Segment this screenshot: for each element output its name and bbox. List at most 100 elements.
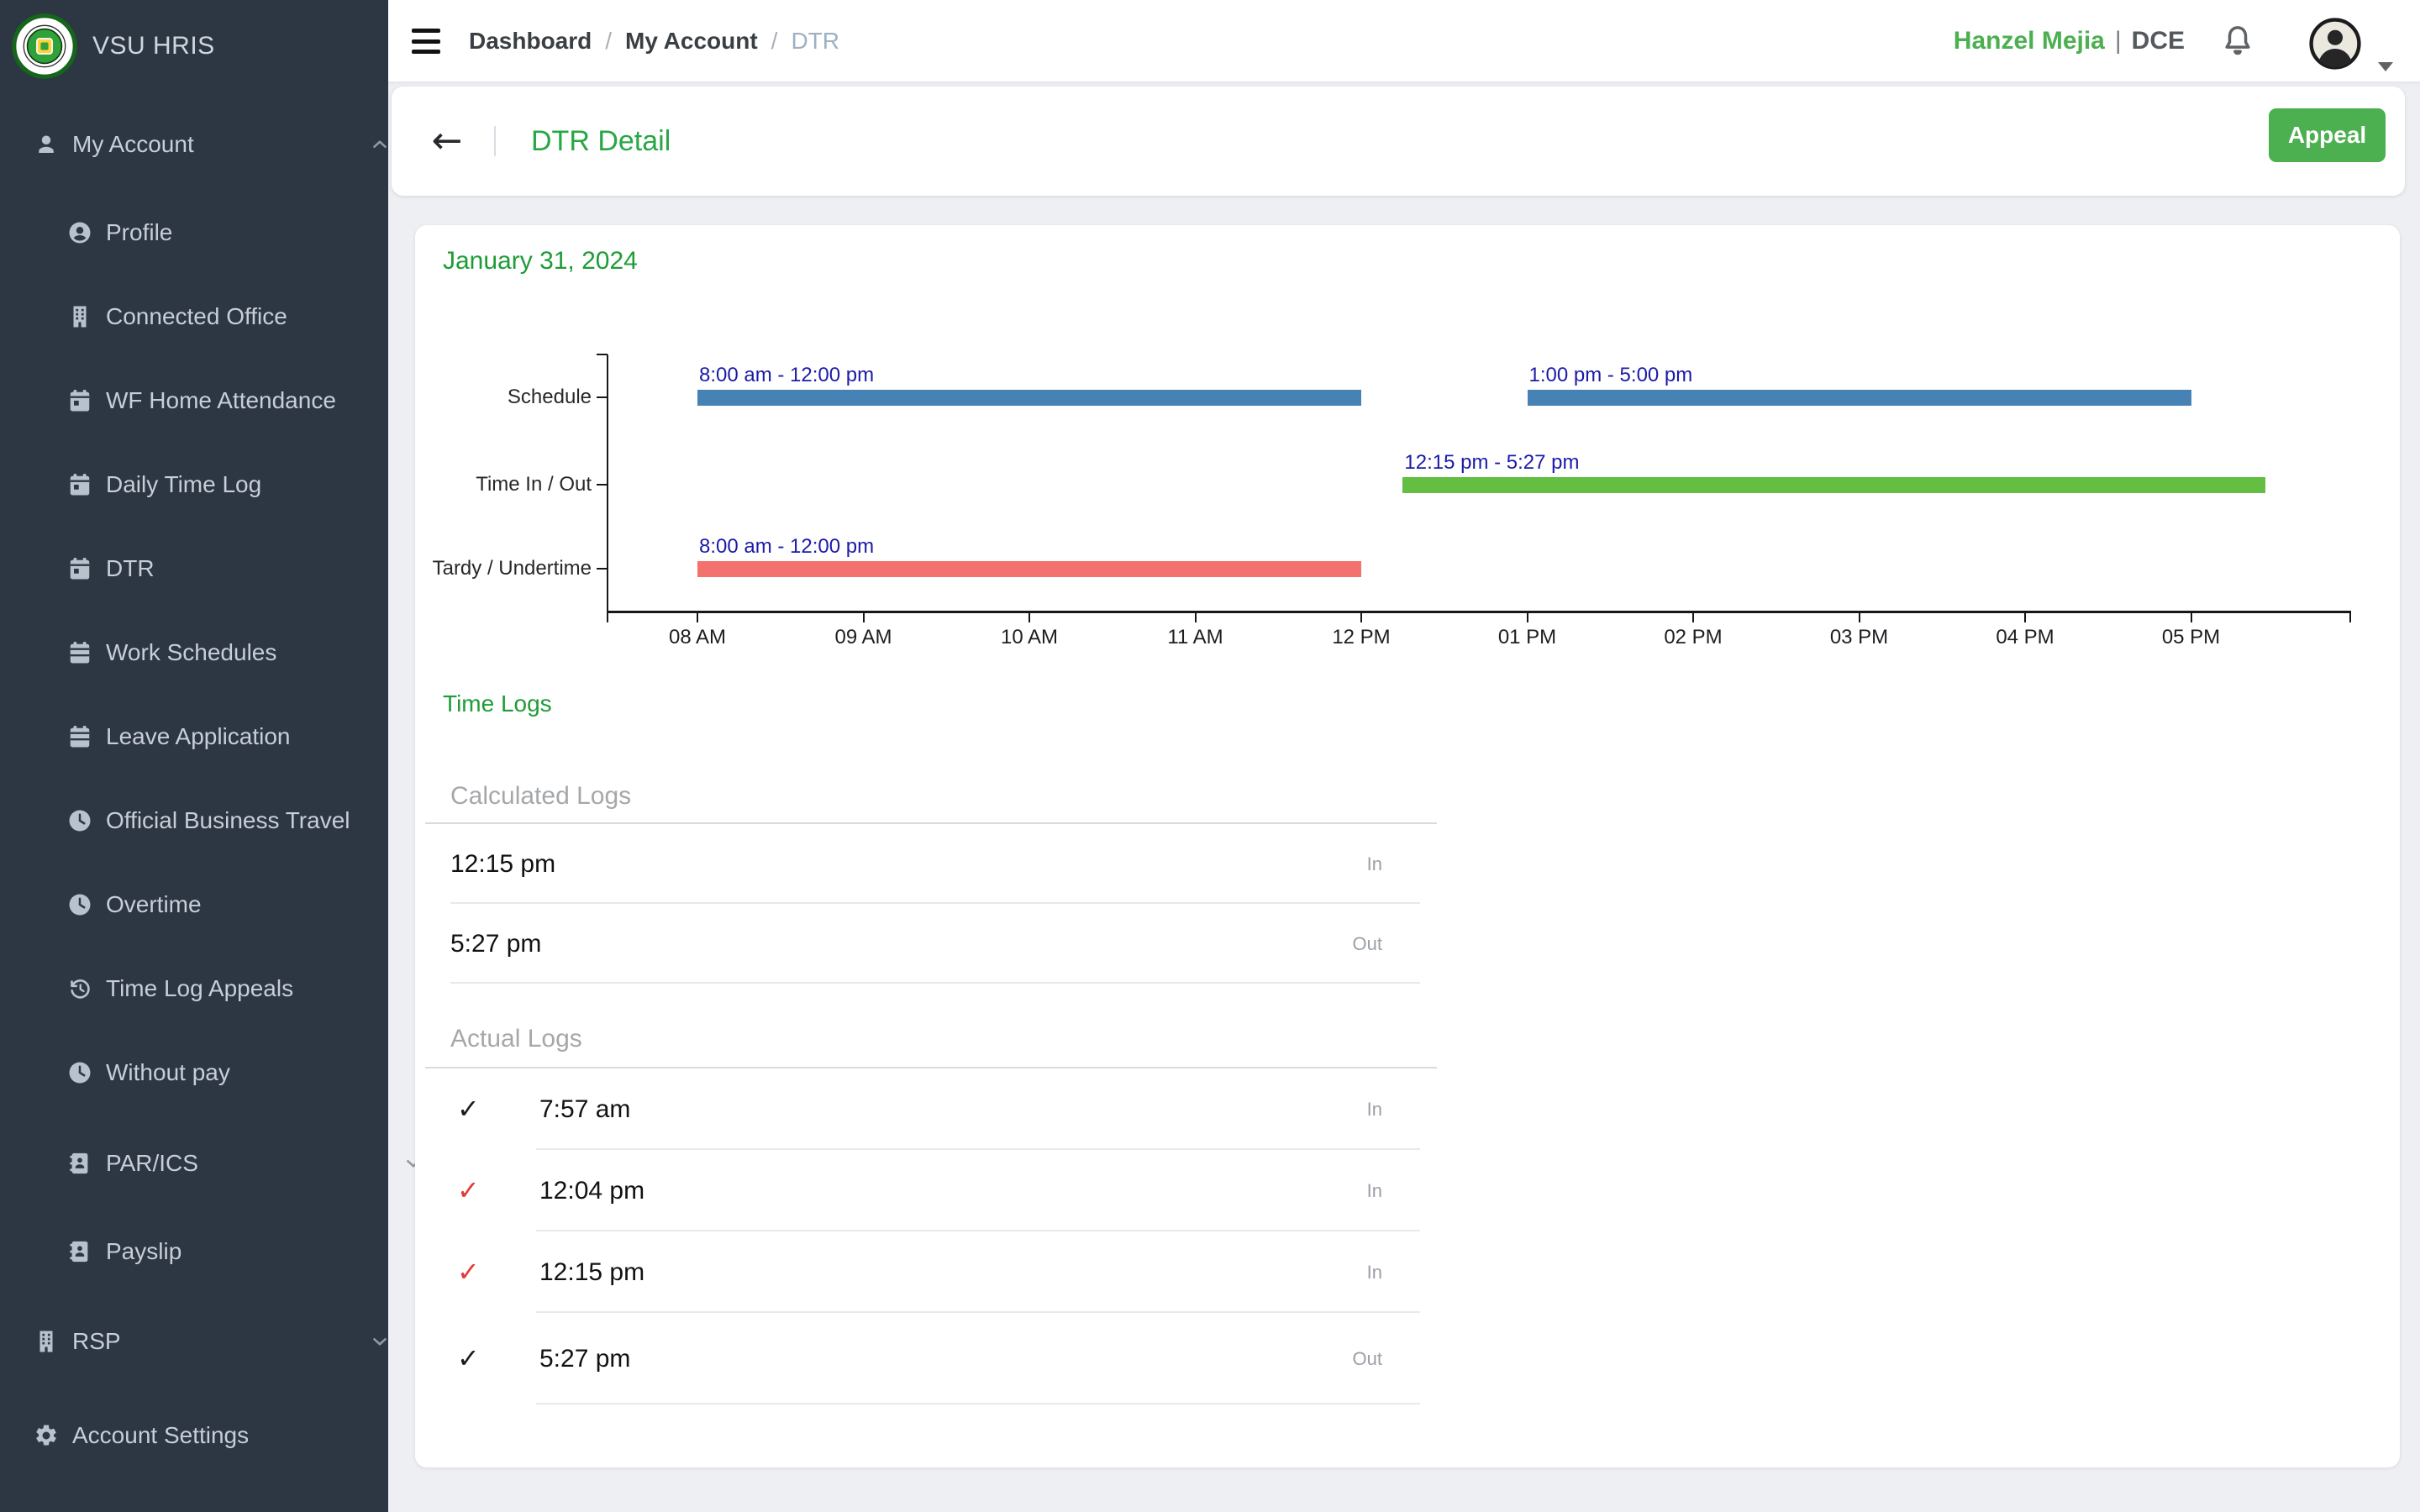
avatar[interactable] — [2309, 18, 2361, 70]
sidebar-item-account-settings[interactable]: Account Settings — [0, 1394, 422, 1478]
sidebar-item-my-account[interactable]: My Account — [0, 102, 422, 186]
chevron-down-icon[interactable] — [2378, 62, 2393, 71]
sidebar-item-time-log-appeals[interactable]: Time Log Appeals — [0, 947, 455, 1031]
breadcrumb: Dashboard / My Account / DTR — [469, 0, 839, 81]
x-tick-label-02-pm: 02 PM — [1664, 626, 1723, 648]
sidebar-item-label: Leave Application — [106, 723, 291, 749]
sidebar-item-leave-application[interactable]: Leave Application — [0, 695, 455, 779]
sidebar-item-profile[interactable]: Profile — [0, 191, 455, 275]
user-role: DCE — [2131, 26, 2185, 55]
gantt-bar-actual — [1402, 477, 2266, 493]
log-row: ✓ 12:15 pm In — [425, 1231, 1437, 1313]
building-icon — [34, 1329, 59, 1354]
x-axis-tick — [1526, 612, 1528, 622]
gear-icon — [34, 1423, 59, 1448]
gantt-bar-label: 12:15 pm - 5:27 pm — [1404, 451, 1580, 474]
user-circle-icon — [67, 220, 92, 245]
sidebar-item-label: PAR/ICS — [106, 1150, 198, 1176]
appeal-button[interactable]: Appeal — [2269, 108, 2386, 162]
x-tick-label-12-pm: 12 PM — [1332, 626, 1391, 648]
gantt-bar-schedule — [697, 390, 1361, 406]
hamburger-menu-button[interactable] — [412, 29, 442, 54]
log-direction: Out — [1352, 932, 1382, 954]
row-divider — [450, 902, 1420, 904]
x-axis-end-tick — [2349, 612, 2352, 622]
log-direction: In — [1366, 853, 1382, 874]
sidebar-item-payslip[interactable]: Payslip — [0, 1210, 455, 1294]
sidebar-item-dtr[interactable]: DTR — [0, 527, 455, 611]
notifications-bell-icon[interactable] — [2219, 23, 2256, 60]
breadcrumb-my-account[interactable]: My Account — [625, 27, 758, 54]
log-direction: In — [1366, 1179, 1382, 1201]
sidebar-item-overtime[interactable]: Overtime — [0, 863, 455, 947]
sidebar: VSU HRIS My Account Profile Connected Offi… — [0, 0, 420, 1512]
sidebar-item-label: Profile — [106, 219, 173, 245]
sidebar-item-without-pay[interactable]: Without pay — [0, 1031, 455, 1115]
clock-icon — [67, 892, 92, 917]
x-axis-tick — [2024, 612, 2026, 622]
row-label-tardy-undertime: Tardy / Undertime — [432, 557, 592, 580]
x-tick-label-04-pm: 04 PM — [1996, 626, 2054, 648]
vsu-seal-logo — [12, 13, 77, 79]
sidebar-item-wf-home-attendance[interactable]: WF Home Attendance — [0, 359, 455, 443]
x-tick-label-09-am: 09 AM — [834, 626, 892, 648]
sidebar-item-daily-time-log[interactable]: Daily Time Log — [0, 443, 455, 527]
x-axis-line — [608, 611, 2352, 613]
gantt-bar-label: 8:00 am - 12:00 pm — [699, 535, 875, 558]
sidebar-item-label: My Account — [72, 131, 194, 157]
x-axis-tick — [1858, 612, 1860, 622]
row-label-time-in-out: Time In / Out — [476, 473, 592, 496]
sidebar-item-label: Payslip — [106, 1238, 182, 1264]
x-tick-label-05-pm: 05 PM — [2161, 626, 2221, 648]
x-tick-label-01-pm: 01 PM — [1497, 626, 1557, 648]
sidebar-item-rsp[interactable]: RSP — [0, 1299, 422, 1383]
calendar-lines-icon — [67, 724, 92, 749]
sidebar-item-official-business-travel[interactable]: Official Business Travel — [0, 779, 455, 863]
log-time: 5:27 pm — [450, 929, 542, 958]
check-icon: ✓ — [457, 1092, 480, 1125]
time-logs-panel: Calculated Logs 12:15 pm In 5:27 pm Out Actua… — [425, 777, 1437, 1404]
log-row: 5:27 pm Out — [425, 904, 1437, 984]
x-tick-label-10-am: 10 AM — [1000, 626, 1059, 648]
back-button[interactable]: ← — [422, 120, 472, 162]
x-axis-tick — [697, 612, 698, 622]
log-time: 12:04 pm — [539, 1176, 645, 1205]
log-row: ✓ 12:04 pm In — [425, 1150, 1437, 1231]
chevron-down-icon — [369, 1331, 391, 1352]
title-divider — [494, 126, 496, 156]
y-axis-top-tick — [597, 354, 608, 355]
sidebar-item-label: Without pay — [106, 1059, 230, 1085]
dtr-detail-card: January 31, 2024 Schedule Time In / Out Ta… — [415, 225, 2400, 1467]
breadcrumb-dashboard[interactable]: Dashboard — [469, 27, 592, 54]
x-axis-tick — [862, 612, 865, 622]
row-divider — [536, 1403, 1420, 1404]
row-divider — [536, 1311, 1420, 1313]
row-label-schedule: Schedule — [507, 386, 592, 408]
user-name: Hanzel Mejia — [1953, 26, 2105, 55]
sidebar-item-label: WF Home Attendance — [106, 387, 336, 413]
calendar-day-icon — [67, 556, 92, 581]
clock-icon — [67, 808, 92, 833]
sidebar-item-work-schedules[interactable]: Work Schedules — [0, 611, 455, 695]
log-time: 7:57 am — [539, 1095, 631, 1123]
x-axis-tick — [1692, 612, 1694, 622]
flagged-check-icon: ✓ — [457, 1173, 480, 1206]
sidebar-item-par-ics[interactable]: PAR/ICS — [0, 1121, 455, 1205]
row-divider — [536, 1230, 1420, 1231]
sidebar-item-label: DTR — [106, 555, 155, 581]
brand: VSU HRIS — [0, 0, 388, 92]
sidebar-item-connected-office[interactable]: Connected Office — [0, 275, 455, 359]
sidebar-item-label: Overtime — [106, 891, 202, 917]
log-time: 12:15 pm — [450, 849, 556, 878]
sidebar-item-label: Official Business Travel — [106, 807, 350, 833]
sidebar-item-label: Connected Office — [106, 303, 287, 329]
clock-icon — [67, 1060, 92, 1085]
gantt-bar-label: 8:00 am - 12:00 pm — [699, 364, 875, 386]
log-row: ✓ 5:27 pm Out — [425, 1313, 1437, 1404]
gantt-bar-label: 1:00 pm - 5:00 pm — [1528, 364, 1693, 386]
breadcrumb-separator: / — [771, 27, 778, 54]
x-tick-label-08-am: 08 AM — [668, 626, 727, 648]
x-tick-label-11-am: 11 AM — [1167, 626, 1223, 648]
y-axis-tick — [597, 568, 608, 570]
